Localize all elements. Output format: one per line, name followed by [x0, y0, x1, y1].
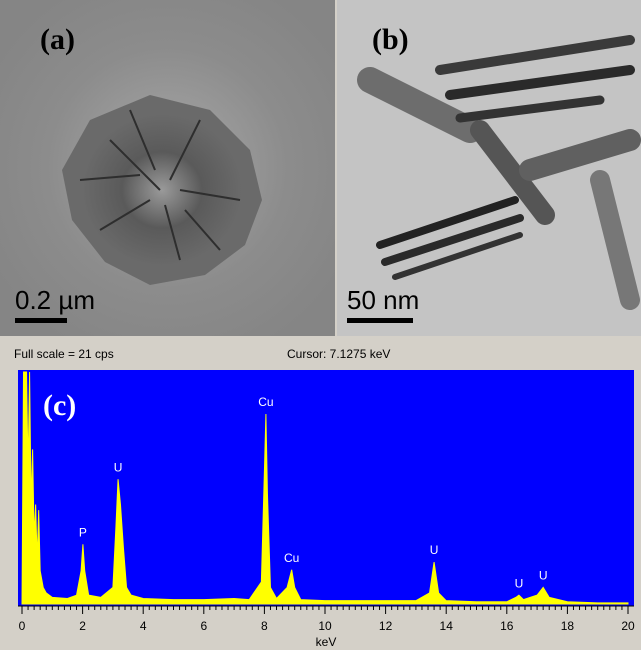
x-tick-label: 2 [79, 619, 86, 633]
peak-label: Cu [258, 395, 273, 409]
peak-label: Cu [284, 551, 299, 565]
panel-label: (c) [43, 389, 76, 422]
x-tick-label: 16 [500, 619, 514, 633]
x-tick-label: 8 [261, 619, 268, 633]
peak-label: U [515, 576, 524, 590]
x-tick-label: 12 [379, 619, 393, 633]
x-tick-label: 4 [140, 619, 147, 633]
figure-svg: (a) 0.2 µm (b) 50 nm Full scale = 21 cps… [0, 0, 641, 650]
header-right: Cursor: 7.1275 keV [287, 347, 390, 361]
peak-label: U [539, 569, 548, 583]
scale-bar-label: 0.2 µm [15, 285, 95, 315]
peak-label: U [114, 460, 123, 474]
x-tick-label: 10 [318, 619, 332, 633]
x-tick-label: 0 [19, 619, 26, 633]
peak-label: P [79, 526, 87, 540]
panel-label: (a) [40, 23, 75, 56]
panel-label: (b) [372, 23, 409, 56]
x-tick-label: 20 [621, 619, 635, 633]
figure: (a) 0.2 µm (b) 50 nm Full scale = 21 cps… [0, 0, 641, 650]
x-tick-label: 18 [561, 619, 575, 633]
header-left: Full scale = 21 cps [14, 347, 114, 361]
scale-bar-label: 50 nm [347, 285, 419, 315]
peak-label: U [430, 543, 439, 557]
scale-bar [15, 318, 67, 323]
x-tick-label: 6 [200, 619, 207, 633]
x-tick-label: 14 [440, 619, 454, 633]
scale-bar [347, 318, 413, 323]
x-axis-label: keV [316, 635, 337, 649]
